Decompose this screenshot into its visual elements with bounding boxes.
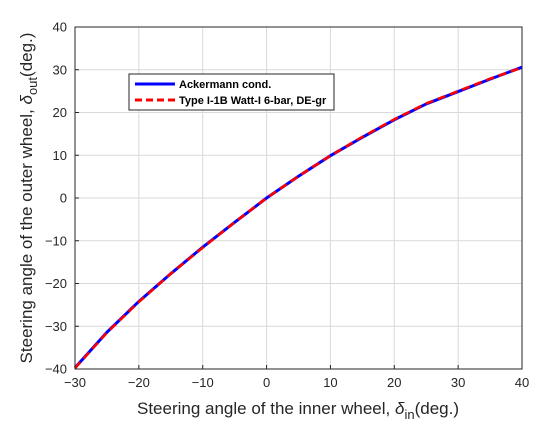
x-tick-label: −10 xyxy=(192,375,214,390)
y-tick-label: −40 xyxy=(45,362,67,377)
x-tick-label: 10 xyxy=(323,375,337,390)
x-axis-label: Steering angle of the inner wheel, δin(d… xyxy=(137,399,459,422)
x-tick-label: 20 xyxy=(387,375,401,390)
y-tick-label: −10 xyxy=(45,233,67,248)
x-tick-labels: −30 −20 −10 0 10 20 30 40 xyxy=(64,375,529,390)
y-tick-label: −20 xyxy=(45,276,67,291)
y-tick-label: 20 xyxy=(53,105,67,120)
legend-box xyxy=(128,73,335,111)
x-tick-label: 30 xyxy=(451,375,465,390)
x-tick-label: −20 xyxy=(128,375,150,390)
series-layer xyxy=(73,65,523,370)
legend: Ackermann cond. Type I-1B Watt-I 6-bar, … xyxy=(128,73,335,111)
y-tick-label: 0 xyxy=(60,191,67,206)
legend-label-watt-linkage: Type I-1B Watt-I 6-bar, DE-gr xyxy=(179,95,327,107)
x-tick-label: −30 xyxy=(64,375,86,390)
y-tick-label: 30 xyxy=(53,62,67,77)
y-tick-labels: −40 −30 −20 −10 0 10 20 30 40 xyxy=(45,20,67,377)
x-tick-label: 40 xyxy=(515,375,529,390)
legend-label-ackermann: Ackermann cond. xyxy=(179,79,271,91)
y-tick-label: 10 xyxy=(53,148,67,163)
y-tick-label: 40 xyxy=(53,20,67,35)
plot-frame xyxy=(74,26,523,370)
x-tick-label: 0 xyxy=(263,375,270,390)
y-axis-label: Steering angle of the outer wheel, δout(… xyxy=(17,33,40,364)
y-tick-label: −30 xyxy=(45,319,67,334)
series-line-watt-linkage xyxy=(74,66,523,370)
